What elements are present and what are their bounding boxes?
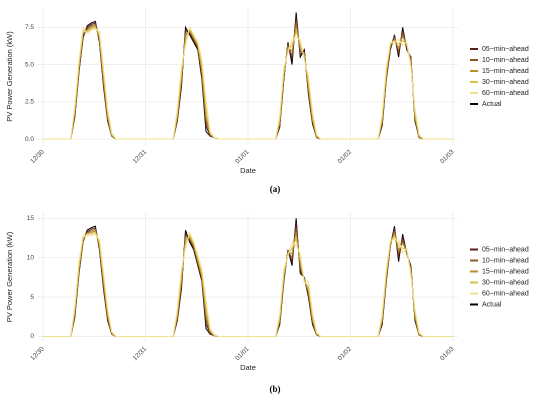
y-tick-label: 15 (27, 215, 35, 222)
legend-label: 15−min−ahead (482, 268, 529, 275)
caption: (a) (270, 184, 281, 194)
x-tick-label: 01/01 (234, 345, 251, 362)
legend-label: 05−min−ahead (482, 46, 529, 53)
x-tick-label: 01/01 (234, 148, 251, 165)
y-tick-label: 7.5 (25, 24, 34, 31)
legend-label: 10−min−ahead (482, 257, 529, 264)
series-line (43, 25, 453, 140)
legend-label: 05−min−ahead (482, 246, 529, 253)
legend-label: 30−min−ahead (482, 79, 529, 86)
y-tick-label: 10 (27, 254, 35, 261)
x-tick-label: 12/31 (132, 345, 149, 362)
x-tick-label: 01/02 (337, 345, 354, 362)
legend-label: 30−min−ahead (482, 279, 529, 286)
legend-label: Actual (482, 101, 502, 108)
x-tick-label: 12/31 (132, 148, 149, 165)
y-tick-label: 0 (30, 333, 34, 340)
legend-label: 10−min−ahead (482, 57, 529, 64)
caption: (b) (270, 384, 281, 394)
y-tick-label: 5.0 (25, 61, 34, 68)
x-axis-label: Date (240, 363, 256, 372)
x-tick-label: 01/02 (337, 148, 354, 165)
x-tick-label: 01/03 (439, 148, 456, 165)
x-tick-label: 12/30 (29, 345, 46, 362)
y-axis-label: PV Power Generation (kW) (5, 31, 14, 122)
x-axis-label: Date (240, 166, 256, 175)
legend-label: 60−min−ahead (482, 290, 529, 297)
series-line (43, 230, 453, 337)
legend-label: 15−min−ahead (482, 68, 529, 75)
y-tick-label: 5 (30, 294, 34, 301)
x-tick-label: 01/03 (439, 345, 456, 362)
legend-label: 60−min−ahead (482, 90, 529, 97)
legend-label: Actual (482, 301, 502, 308)
x-tick-label: 12/30 (29, 148, 46, 165)
y-tick-label: 2.5 (25, 99, 34, 106)
y-tick-label: 0.0 (25, 136, 34, 143)
y-axis-label: PV Power Generation (kW) (5, 231, 14, 322)
